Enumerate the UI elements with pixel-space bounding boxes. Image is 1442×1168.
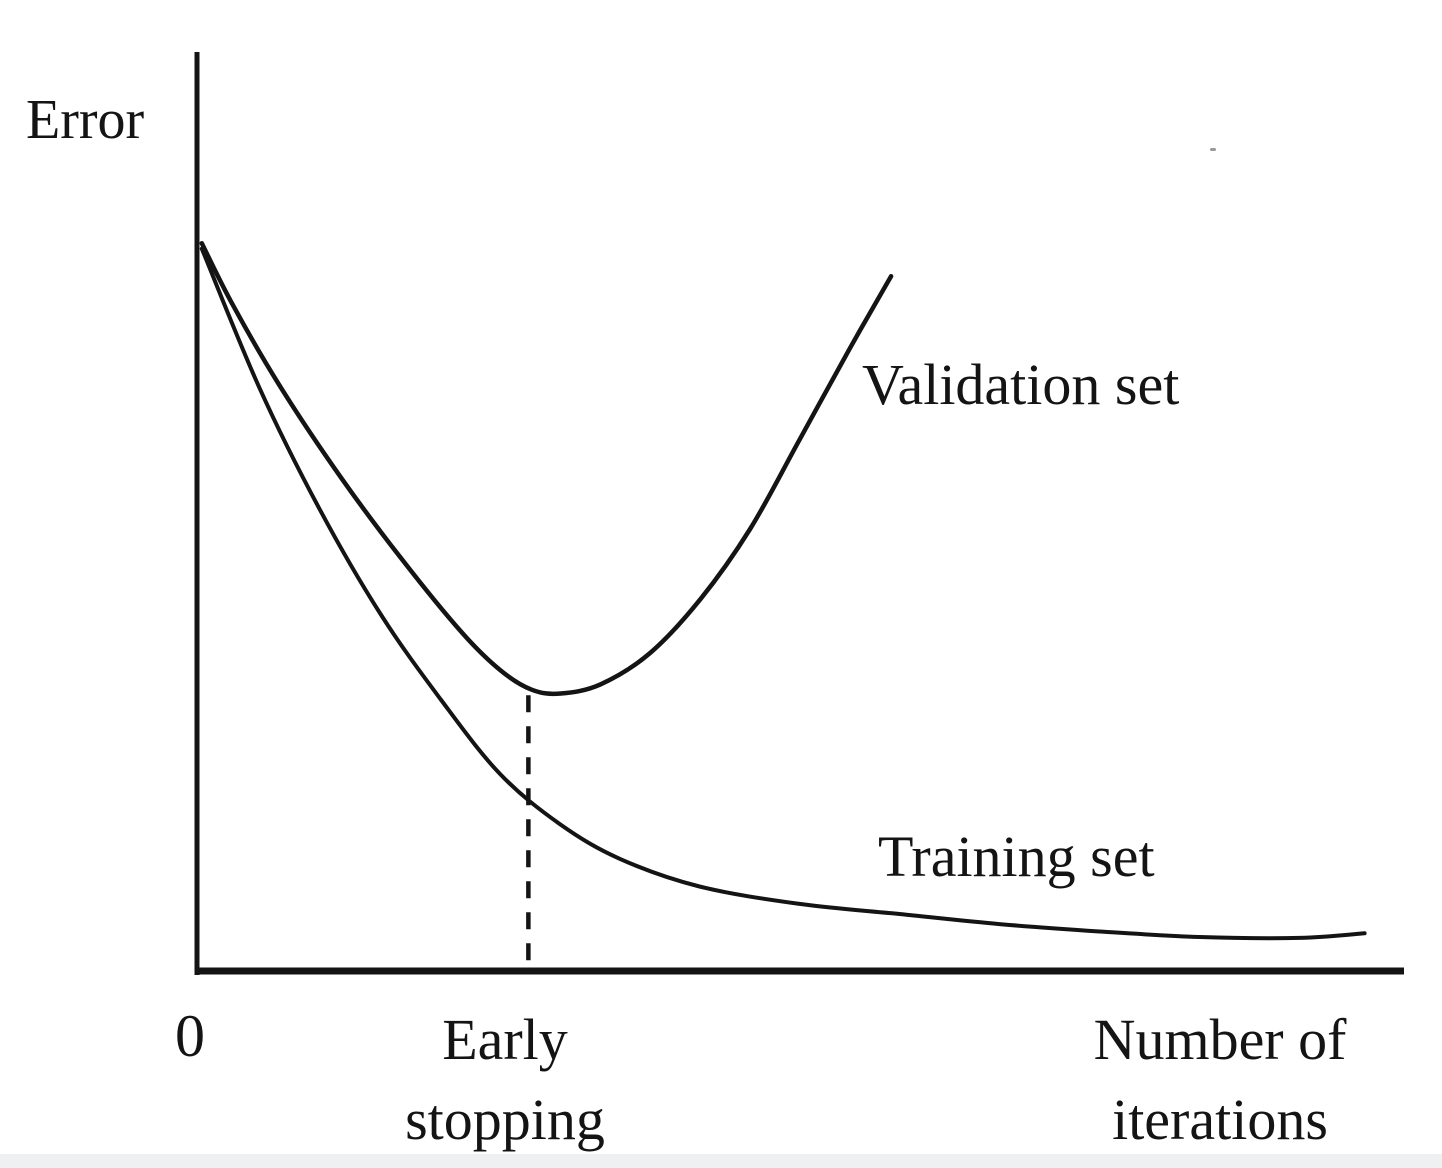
early-stopping-label-line1: Early [442, 1007, 568, 1072]
scan-speck [1210, 148, 1216, 151]
screenshot-bottom-edge [0, 1154, 1442, 1168]
early-stopping-label-line2: stopping [405, 1087, 605, 1152]
early-stopping-label: Early stopping [355, 1000, 655, 1160]
x-axis-label: Number of iterations [1030, 1000, 1410, 1160]
origin-tick-label: 0 [175, 1003, 205, 1069]
training-series-label: Training set [878, 824, 1155, 889]
x-axis-label-line1: Number of [1093, 1007, 1347, 1072]
x-axis-label-line2: iterations [1112, 1087, 1328, 1152]
y-axis-label: Error [26, 89, 145, 151]
validation-curve [199, 240, 894, 697]
validation-series-label: Validation set [862, 352, 1180, 417]
training-curve [199, 246, 1367, 941]
